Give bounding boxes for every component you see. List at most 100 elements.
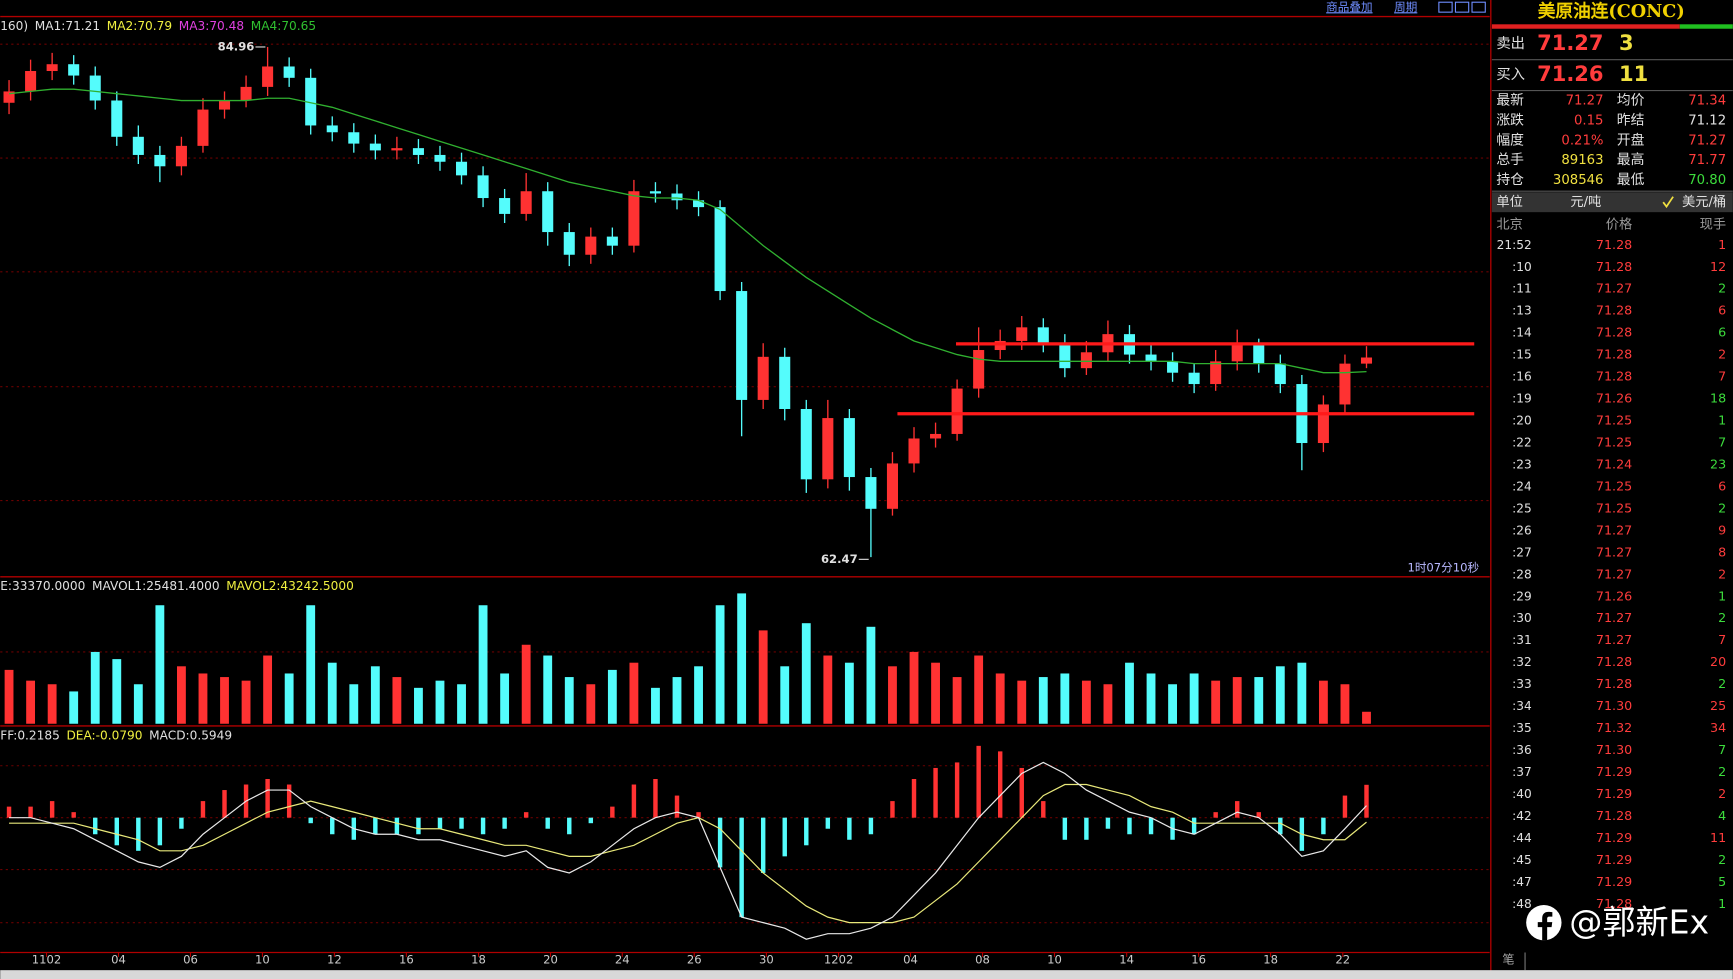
volume-bar xyxy=(564,677,574,724)
volume-bar xyxy=(1081,680,1091,724)
tick-time: :48 xyxy=(1512,897,1532,911)
unit-option[interactable]: 元/吨 xyxy=(1570,194,1601,210)
volume-bar xyxy=(521,644,531,724)
volume-bar xyxy=(1254,677,1264,724)
x-tick-label: 1102 xyxy=(32,953,62,967)
volume-bar xyxy=(69,691,79,724)
tick-time: :32 xyxy=(1512,655,1532,669)
tick-price: 71.27 xyxy=(1596,566,1632,581)
macd-bar xyxy=(1256,812,1261,818)
volume-bar xyxy=(651,687,660,724)
macd-bar xyxy=(1235,801,1240,818)
window-button[interactable] xyxy=(1471,1,1486,13)
tick-qty: 2 xyxy=(1718,347,1726,362)
volume-bar xyxy=(995,673,1005,724)
check-icon xyxy=(1662,196,1674,209)
macd-bar xyxy=(545,817,550,829)
macd-bar xyxy=(1019,767,1024,818)
toolbar-button[interactable]: 商品叠加 xyxy=(1326,0,1372,14)
tick-qty: 2 xyxy=(1718,764,1726,779)
candle-body xyxy=(736,291,748,400)
volume-bar xyxy=(844,662,854,724)
high-label: 84.96 xyxy=(218,39,255,53)
volume-bar xyxy=(349,684,359,724)
volume-bar xyxy=(500,673,510,724)
volume-bar xyxy=(1362,711,1371,724)
toolbar-button[interactable]: 周期 xyxy=(1394,0,1417,14)
indicator-label: E:33370.0000 xyxy=(0,579,85,593)
candle-body xyxy=(865,477,877,509)
volume-bar xyxy=(1017,680,1027,724)
tick-time: :25 xyxy=(1512,501,1532,515)
tick-qty: 7 xyxy=(1718,369,1726,384)
tick-price: 71.30 xyxy=(1596,698,1632,713)
tick-qty: 2 xyxy=(1718,500,1726,515)
tick-time: :35 xyxy=(1512,721,1532,735)
volume-bar xyxy=(284,673,294,724)
tab[interactable]: 笔 xyxy=(1502,952,1514,967)
volume-bar xyxy=(1060,673,1070,724)
tick-price: 71.24 xyxy=(1596,456,1632,471)
volume-bar xyxy=(543,655,553,724)
tick-qty: 18 xyxy=(1710,391,1726,406)
volume-bar xyxy=(1232,677,1242,724)
volume-bar xyxy=(133,684,143,724)
candle-body xyxy=(908,438,920,464)
stat-value: 71.77 xyxy=(1688,153,1726,168)
macd-bar xyxy=(760,817,766,873)
stat-value: 89163 xyxy=(1561,153,1603,168)
macd-bar xyxy=(1084,817,1089,840)
macd-bar xyxy=(502,817,507,829)
macd-bar xyxy=(674,795,680,818)
x-tick-label: 18 xyxy=(471,953,486,967)
candle-body xyxy=(671,193,683,201)
tick-price: 71.29 xyxy=(1596,830,1632,845)
tick-time: :24 xyxy=(1512,479,1532,493)
candle-body xyxy=(499,198,511,214)
candle-body xyxy=(1360,357,1373,364)
unit-label: 单位 xyxy=(1496,194,1523,210)
tick-price: 71.28 xyxy=(1596,325,1632,340)
x-tick-label: 20 xyxy=(543,953,558,967)
stat-label: 涨跌 xyxy=(1496,112,1524,128)
macd-bar xyxy=(265,779,270,818)
candle-body xyxy=(218,100,231,110)
facebook-glyph xyxy=(1537,911,1553,941)
candle-body xyxy=(434,154,446,162)
ask-price: 71.27 xyxy=(1537,31,1603,55)
window-button[interactable] xyxy=(1454,1,1470,13)
macd-bar xyxy=(136,817,141,851)
macd-bar xyxy=(437,817,443,829)
window-buttons xyxy=(1438,1,1486,13)
macd-bar xyxy=(200,801,206,818)
tick-price: 71.27 xyxy=(1596,281,1632,296)
candle-body xyxy=(111,100,123,137)
candle-body xyxy=(1016,327,1028,341)
tick-price: 71.27 xyxy=(1596,544,1632,559)
tick-qty: 7 xyxy=(1718,435,1726,450)
macd-bar xyxy=(1342,795,1348,818)
macd-bar xyxy=(804,817,809,846)
header-bar xyxy=(1679,24,1733,29)
candle-body xyxy=(1339,363,1351,405)
x-tick-label: 22 xyxy=(1335,953,1350,967)
volume-bar xyxy=(1275,666,1285,724)
x-tick-label: 10 xyxy=(255,953,270,967)
candle-body xyxy=(456,161,468,176)
volume-bar xyxy=(1146,673,1156,724)
window-button[interactable] xyxy=(1438,1,1453,13)
volume-bar xyxy=(629,662,639,724)
candle-body xyxy=(240,86,252,101)
indicator-label: MA1:71.21 xyxy=(35,19,100,33)
volume-bar xyxy=(1297,662,1307,724)
unit-option[interactable]: 美元/桶 xyxy=(1682,194,1726,210)
macd-bar xyxy=(1278,817,1283,835)
ask-qty: 3 xyxy=(1619,31,1634,55)
volume-bar xyxy=(888,666,897,724)
tick-time: :28 xyxy=(1512,567,1532,581)
macd-bar xyxy=(567,817,572,835)
tick-time: :26 xyxy=(1512,523,1532,537)
tick-price: 71.28 xyxy=(1596,347,1632,362)
volume-bar xyxy=(370,666,380,724)
